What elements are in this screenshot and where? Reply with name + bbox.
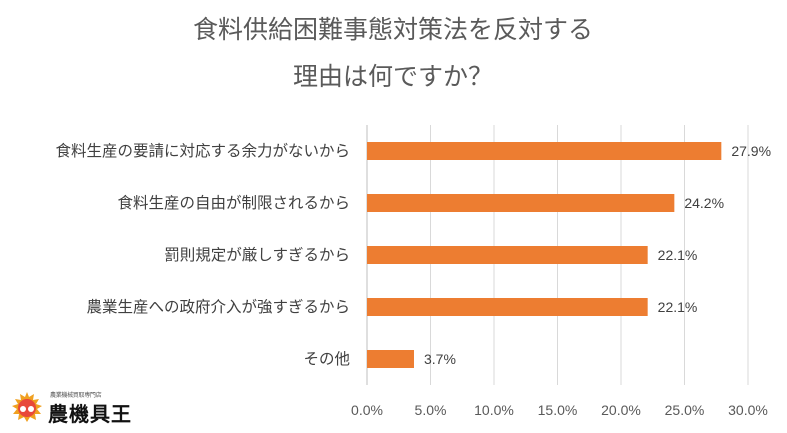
value-label: 24.2% xyxy=(684,195,724,211)
value-label: 27.9% xyxy=(731,143,771,159)
logo-name: 農機具王 xyxy=(48,402,132,426)
bar xyxy=(367,298,648,316)
value-label: 22.1% xyxy=(658,247,698,263)
category-labels: 食料生産の要請に対応する余力がないから食料生産の自由が制限されるから罰則規定が厳… xyxy=(55,141,350,368)
value-label: 22.1% xyxy=(658,299,698,315)
logo-emblem-icon xyxy=(12,392,42,422)
x-tick-label: 30.0% xyxy=(728,402,768,418)
bar xyxy=(367,194,675,212)
category-label: 食料生産の要請に対応する余力がないから xyxy=(55,141,350,160)
x-tick-label: 5.0% xyxy=(415,402,447,418)
x-tick-label: 20.0% xyxy=(601,402,641,418)
bar xyxy=(367,350,414,368)
category-label: 食料生産の自由が制限されるから xyxy=(117,194,350,212)
x-tick-label: 15.0% xyxy=(538,402,578,418)
x-tick-label: 10.0% xyxy=(474,402,514,418)
category-label: その他 xyxy=(303,350,350,368)
chart-title-line-1: 食料供給困難事態対策法を反対する xyxy=(193,15,593,44)
bar xyxy=(367,142,722,160)
bar xyxy=(367,246,648,264)
chart-title-line-2: 理由は何ですか？ xyxy=(293,62,493,91)
category-label: 罰則規定が厳しすぎるから xyxy=(164,246,350,264)
value-labels: 27.9% 24.2% 22.1% 22.1% 3.7% xyxy=(424,143,771,367)
x-tick-label: 25.0% xyxy=(665,402,705,418)
x-axis-ticks: 0.0% 5.0% 10.0% 15.0% 20.0% 25.0% 30.0% xyxy=(351,402,768,418)
logo-tagline: 農業機械買取専門店 xyxy=(50,392,102,399)
x-tick-label: 0.0% xyxy=(351,402,383,418)
brand-logo: 農業機械買取専門店 農機具王 xyxy=(10,387,131,427)
bars xyxy=(367,142,722,368)
value-label: 3.7% xyxy=(424,351,456,367)
category-label: 農業生産への政府介入が強すぎるから xyxy=(86,298,350,316)
